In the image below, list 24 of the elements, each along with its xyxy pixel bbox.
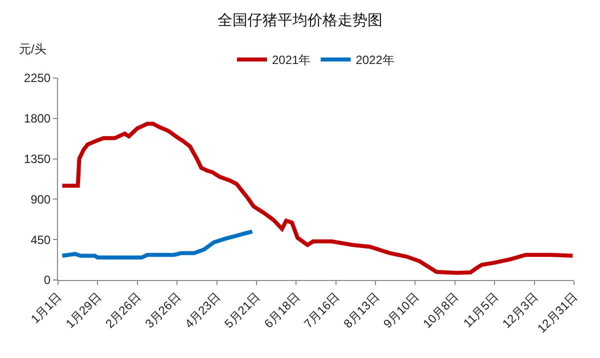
x-tick-label: 5月21日 xyxy=(222,290,263,331)
line-series xyxy=(60,122,574,275)
x-tick-label: 3月26日 xyxy=(142,290,184,331)
x-tick-label: 8月13日 xyxy=(340,290,382,331)
y-axis-title: 元/头 xyxy=(19,42,46,56)
x-tick-label: 1月1日 xyxy=(28,290,64,326)
x-tick-label: 4月23日 xyxy=(182,290,224,331)
x-tick-label: 11月5日 xyxy=(460,290,501,330)
y-tick-label: 1800 xyxy=(24,112,51,126)
y-tick-label: 900 xyxy=(30,192,51,206)
line-series xyxy=(60,230,254,260)
y-tick-label: 1350 xyxy=(24,152,51,166)
x-tick-label: 10月8日 xyxy=(420,290,462,331)
y-tick-label: 0 xyxy=(44,273,51,288)
x-tick-label: 6月18日 xyxy=(261,290,303,331)
y-tick-label: 2250 xyxy=(24,71,51,86)
chart-title: 全国仔猪平均价格走势图 xyxy=(218,12,382,29)
x-tick-label: 1月29日 xyxy=(63,290,104,331)
legend-label: 2022年 xyxy=(356,53,394,68)
legend-label: 2021年 xyxy=(272,53,311,68)
x-tick-label: 9月10日 xyxy=(380,290,422,331)
x-tick-label: 7月16日 xyxy=(301,290,342,331)
y-tick-label: 450 xyxy=(30,232,51,247)
x-tick-label: 2月26日 xyxy=(102,290,144,331)
